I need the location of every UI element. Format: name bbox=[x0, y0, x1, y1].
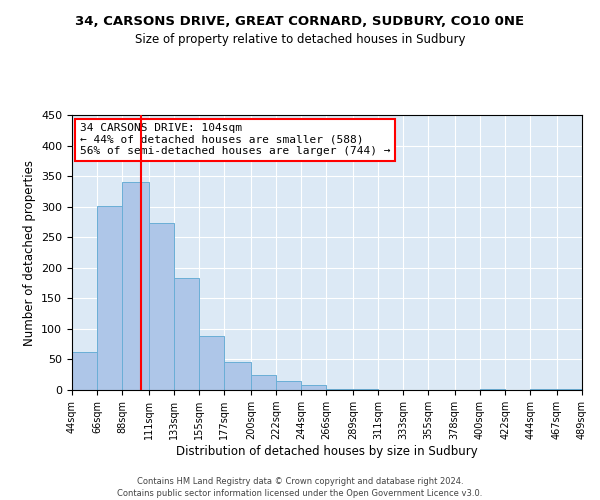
Bar bbox=[97, 206, 122, 390]
Bar bbox=[224, 362, 251, 390]
Text: 34, CARSONS DRIVE, GREAT CORNARD, SUDBURY, CO10 0NE: 34, CARSONS DRIVE, GREAT CORNARD, SUDBUR… bbox=[76, 15, 524, 28]
Text: 34 CARSONS DRIVE: 104sqm
← 44% of detached houses are smaller (588)
56% of semi-: 34 CARSONS DRIVE: 104sqm ← 44% of detach… bbox=[80, 123, 390, 156]
Text: Contains public sector information licensed under the Open Government Licence v3: Contains public sector information licen… bbox=[118, 489, 482, 498]
Bar bbox=[174, 278, 199, 390]
Bar bbox=[326, 389, 353, 390]
Bar bbox=[149, 222, 174, 390]
Bar bbox=[276, 381, 301, 390]
Bar bbox=[301, 385, 326, 390]
X-axis label: Distribution of detached houses by size in Sudbury: Distribution of detached houses by size … bbox=[176, 445, 478, 458]
Bar bbox=[353, 389, 378, 390]
Bar bbox=[251, 374, 276, 390]
Bar bbox=[122, 182, 149, 390]
Bar bbox=[557, 389, 582, 390]
Text: Size of property relative to detached houses in Sudbury: Size of property relative to detached ho… bbox=[135, 32, 465, 46]
Bar bbox=[199, 336, 224, 390]
Bar bbox=[480, 389, 505, 390]
Y-axis label: Number of detached properties: Number of detached properties bbox=[23, 160, 35, 346]
Text: Contains HM Land Registry data © Crown copyright and database right 2024.: Contains HM Land Registry data © Crown c… bbox=[137, 478, 463, 486]
Bar bbox=[530, 389, 557, 390]
Bar bbox=[72, 352, 97, 390]
